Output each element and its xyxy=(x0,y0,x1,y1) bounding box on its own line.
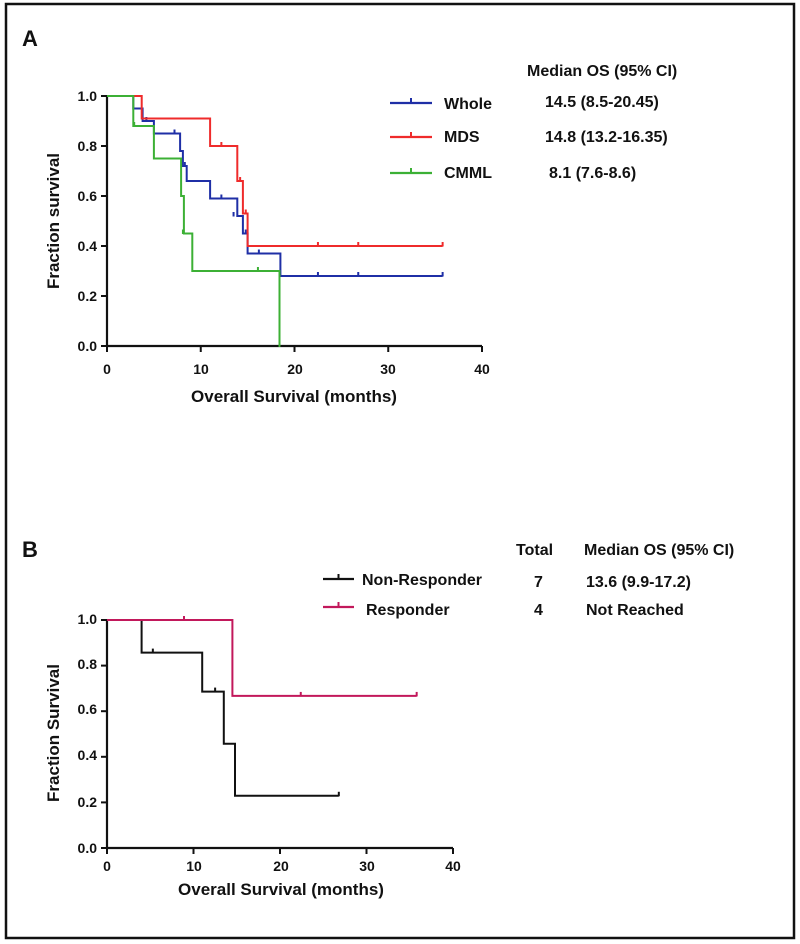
panel-b-legend: Total Median OS (95% CI) Non-Responder R… xyxy=(323,542,734,619)
legend-label-mds: MDS xyxy=(444,129,480,146)
median-os-cmml: 8.1 (7.6-8.6) xyxy=(549,165,636,182)
panel-b-x-axis-title: Overall Survival (months) xyxy=(178,880,384,899)
panel-a-y-tick-labels: 0.0 0.2 0.4 0.6 0.8 1.0 xyxy=(78,88,98,354)
legend-label-non-responder: Non-Responder xyxy=(362,572,482,589)
y-tick-label: 0.6 xyxy=(78,701,98,717)
legend-label-whole: Whole xyxy=(444,96,492,113)
median-os-header: Median OS (95% CI) xyxy=(584,542,734,559)
x-tick-label: 40 xyxy=(445,858,461,874)
panel-b-y-axis-title: Fraction Survival xyxy=(44,664,63,802)
legend-label-cmml: CMML xyxy=(444,165,492,182)
median-os-whole: 14.5 (8.5-20.45) xyxy=(545,94,659,111)
survival-curve-responder xyxy=(107,619,417,697)
median-os-mds: 14.8 (13.2-16.35) xyxy=(545,129,668,146)
y-tick-label: 0.8 xyxy=(78,138,98,154)
panel-b: B Fraction Survival Overall Survival (mo… xyxy=(22,537,734,899)
x-tick-label: 20 xyxy=(287,361,303,377)
legend-label-responder: Responder xyxy=(366,602,450,619)
y-tick-label: 0.2 xyxy=(78,794,98,810)
panel-a-label: A xyxy=(22,26,38,51)
y-tick-label: 0.2 xyxy=(78,288,98,304)
y-tick-label: 0.6 xyxy=(78,188,98,204)
legend-swatches xyxy=(323,574,354,609)
x-tick-label: 40 xyxy=(474,361,490,377)
panel-a-x-tick-labels: 0 10 20 30 40 xyxy=(103,361,490,377)
total-responder: 4 xyxy=(534,602,543,619)
panel-b-y-tick-labels: 0.0 0.2 0.4 0.6 0.8 1.0 xyxy=(78,611,98,856)
panel-a-legend: Median OS (95% CI) Whole MDS CMML 14.5 (… xyxy=(390,63,677,182)
x-tick-label: 0 xyxy=(103,361,111,377)
panel-b-label: B xyxy=(22,537,38,562)
x-tick-label: 20 xyxy=(273,858,289,874)
figure-frame xyxy=(4,2,796,940)
legend-swatches xyxy=(390,98,432,175)
panel-b-x-tick-labels: 0 10 20 30 40 xyxy=(103,858,461,874)
median-os-header: Median OS (95% CI) xyxy=(527,63,677,80)
survival-curve-cmml xyxy=(107,95,281,347)
total-non-responder: 7 xyxy=(534,574,543,591)
y-tick-label: 0.4 xyxy=(78,238,98,254)
panel-a-curves xyxy=(107,95,444,347)
total-header: Total xyxy=(516,542,553,559)
survival-curve-mds xyxy=(107,95,443,247)
panel-a-x-axis-title: Overall Survival (months) xyxy=(191,387,397,406)
panel-b-axes xyxy=(105,620,453,850)
x-tick-label: 0 xyxy=(103,858,111,874)
y-tick-label: 0.8 xyxy=(78,656,98,672)
median-os-non-responder: 13.6 (9.9-17.2) xyxy=(586,574,691,591)
y-tick-label: 0.0 xyxy=(78,840,98,856)
panel-b-curves xyxy=(107,616,418,797)
panel-a: A Fraction survival Overall Survival (mo… xyxy=(22,26,677,406)
x-tick-label: 10 xyxy=(186,858,202,874)
panel-a-axes xyxy=(105,96,482,348)
x-tick-label: 30 xyxy=(380,361,396,377)
x-tick-label: 30 xyxy=(359,858,375,874)
y-tick-label: 0.4 xyxy=(78,747,98,763)
y-tick-label: 0.0 xyxy=(78,338,98,354)
median-os-responder: Not Reached xyxy=(586,602,684,619)
y-tick-label: 1.0 xyxy=(78,88,98,104)
x-tick-label: 10 xyxy=(193,361,209,377)
panel-a-y-axis-title: Fraction survival xyxy=(44,153,63,289)
survival-curve-non-responder xyxy=(107,619,339,797)
y-tick-label: 1.0 xyxy=(78,611,98,627)
